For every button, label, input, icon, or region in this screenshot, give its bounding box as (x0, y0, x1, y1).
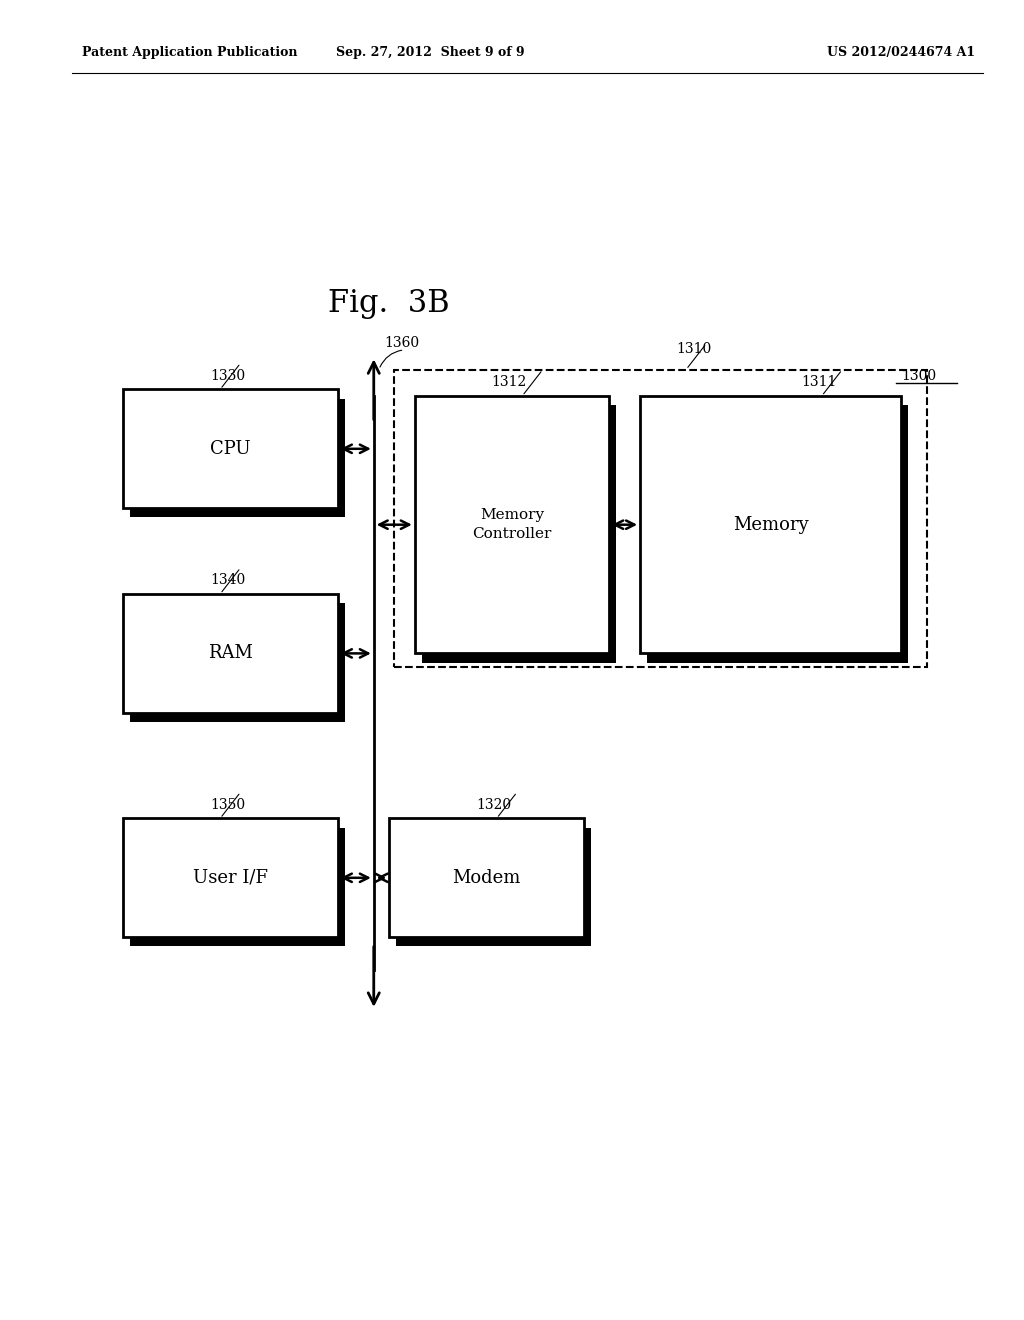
Text: 1320: 1320 (476, 797, 511, 812)
Text: CPU: CPU (210, 440, 251, 458)
Text: Memory: Memory (733, 516, 808, 533)
Text: Modem: Modem (453, 869, 520, 887)
Bar (640, 396, 901, 653)
Bar (394, 370, 927, 667)
Bar (123, 389, 338, 508)
Text: 1310: 1310 (676, 342, 711, 356)
Text: User I/F: User I/F (193, 869, 268, 887)
Bar (389, 818, 584, 937)
Bar (130, 828, 345, 946)
Bar (647, 405, 908, 663)
Text: Patent Application Publication: Patent Application Publication (82, 46, 297, 59)
Text: 1350: 1350 (210, 797, 245, 812)
Text: 1360: 1360 (384, 335, 419, 350)
Text: US 2012/0244674 A1: US 2012/0244674 A1 (827, 46, 975, 59)
Bar (123, 818, 338, 937)
Text: 1300: 1300 (901, 368, 936, 383)
Text: Sep. 27, 2012  Sheet 9 of 9: Sep. 27, 2012 Sheet 9 of 9 (336, 46, 524, 59)
Text: 1311: 1311 (801, 375, 837, 389)
Text: 1340: 1340 (210, 573, 245, 587)
Text: 1330: 1330 (210, 368, 245, 383)
Bar (396, 828, 591, 946)
Bar (130, 399, 345, 517)
Bar (415, 396, 609, 653)
Bar (130, 603, 345, 722)
Text: 1312: 1312 (492, 375, 526, 389)
Bar (123, 594, 338, 713)
Bar (422, 405, 616, 663)
Text: RAM: RAM (208, 644, 253, 663)
Text: Fig.  3B: Fig. 3B (329, 288, 450, 319)
Text: Memory
Controller: Memory Controller (472, 508, 552, 541)
